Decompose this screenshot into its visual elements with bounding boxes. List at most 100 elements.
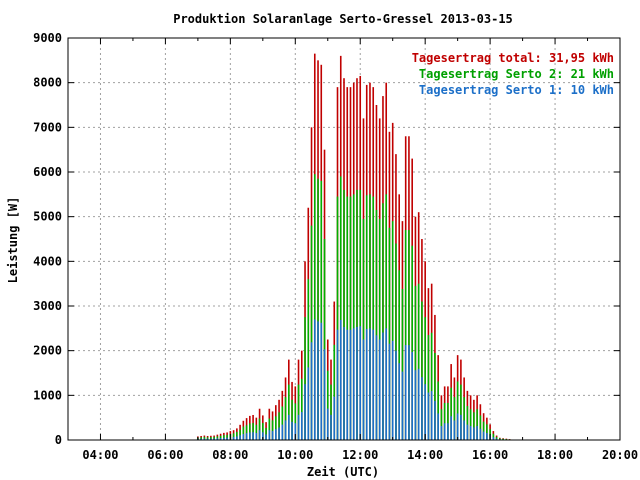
bar-serto-2 — [320, 180, 323, 440]
bar-serto-1 — [450, 416, 452, 440]
bar-serto-2 — [466, 406, 469, 440]
bar-serto-1 — [275, 429, 277, 440]
bar-serto-2 — [404, 230, 407, 440]
bar-serto-2 — [352, 194, 355, 440]
bar-serto-2 — [443, 402, 446, 440]
bar-serto-2 — [203, 436, 206, 440]
bar-serto-1 — [258, 430, 261, 440]
x-tick-label: 12:00 — [342, 448, 378, 462]
bars-serto2 — [197, 174, 517, 440]
bar-serto-2 — [294, 403, 297, 440]
bar-serto-2 — [245, 425, 248, 440]
bar-serto-1 — [401, 371, 404, 440]
bar-serto-1 — [216, 438, 219, 440]
bar-serto-1 — [443, 423, 446, 440]
bar-serto-1 — [294, 423, 297, 440]
y-tick-label: 7000 — [33, 120, 62, 134]
bar-serto-2 — [278, 412, 280, 440]
bar-serto-2 — [502, 438, 504, 440]
bar-serto-1 — [411, 352, 413, 440]
bar-serto-2 — [333, 344, 336, 440]
bar-serto-2 — [226, 434, 228, 440]
bar-serto-1 — [398, 363, 400, 440]
bar-serto-1 — [281, 424, 284, 440]
bar-serto-1 — [203, 438, 206, 440]
bar-serto-2 — [271, 420, 274, 440]
bar-serto-2 — [398, 270, 400, 440]
bar-serto-1 — [427, 392, 430, 440]
bar-serto-2 — [255, 424, 258, 440]
bar-serto-1 — [456, 413, 459, 440]
bar-serto-2 — [310, 225, 313, 440]
bar-serto-2 — [258, 418, 261, 440]
bar-serto-1 — [219, 438, 222, 440]
bar-serto-2 — [252, 423, 254, 440]
bar-serto-2 — [417, 283, 420, 440]
bar-serto-1 — [343, 326, 345, 440]
bar-serto-2 — [219, 435, 222, 440]
bar-serto-1 — [232, 436, 235, 440]
y-tick-labels: 0 1000 2000 3000 4000 5000 6000 7000 8000 9000 — [33, 31, 62, 447]
bar-serto-2 — [460, 384, 462, 440]
bar-serto-1 — [313, 319, 316, 440]
bar-serto-2 — [262, 423, 264, 440]
x-tick-label: 10:00 — [277, 448, 313, 462]
bar-serto-1 — [382, 332, 384, 440]
bar-serto-2 — [359, 189, 362, 440]
x-tick-label: 06:00 — [147, 448, 183, 462]
bar-serto-2 — [275, 416, 277, 440]
bar-serto-1 — [339, 319, 342, 440]
chart-title: Produktion Solaranlage Serto-Gressel 201… — [173, 12, 513, 26]
bar-serto-2 — [456, 381, 459, 440]
bar-serto-1 — [310, 342, 313, 440]
bar-serto-1 — [469, 426, 472, 440]
bar-serto-1 — [352, 328, 355, 440]
bar-serto-1 — [271, 431, 274, 440]
bar-serto-1 — [304, 384, 306, 440]
bar-serto-1 — [320, 322, 323, 440]
bar-serto-1 — [245, 433, 248, 440]
bar-serto-1 — [317, 321, 319, 440]
bar-serto-2 — [326, 370, 329, 440]
bar-serto-1 — [369, 328, 371, 440]
y-tick-label: 3000 — [33, 299, 62, 313]
bar-serto-2 — [291, 399, 293, 440]
bar-serto-2 — [469, 409, 472, 440]
bar-serto-2 — [242, 426, 245, 440]
bar-serto-1 — [495, 438, 498, 440]
bar-serto-1 — [206, 438, 209, 440]
bar-serto-1 — [437, 413, 439, 440]
bar-serto-2 — [447, 402, 449, 440]
x-tick-label: 08:00 — [212, 448, 248, 462]
bar-serto-1 — [476, 426, 478, 440]
bar-serto-2 — [499, 438, 501, 440]
bar-serto-1 — [417, 368, 420, 440]
bar-serto-2 — [300, 378, 303, 440]
bar-serto-1 — [223, 437, 225, 440]
bar-serto-2 — [288, 384, 290, 440]
bar-serto-2 — [378, 218, 381, 440]
bar-serto-1 — [255, 433, 258, 440]
axis-ticks — [67, 37, 621, 441]
bar-serto-1 — [359, 326, 362, 440]
bar-serto-2 — [249, 423, 251, 440]
bar-serto-1 — [242, 434, 245, 440]
bar-serto-1 — [365, 329, 368, 440]
bar-serto-1 — [330, 414, 332, 440]
bar-serto-1 — [434, 400, 436, 440]
bar-serto-1 — [375, 335, 378, 440]
bar-serto-1 — [424, 384, 426, 440]
bar-serto-2 — [339, 176, 342, 440]
bar-serto-1 — [288, 414, 290, 440]
bar-serto-2 — [313, 174, 316, 440]
bar-serto-1 — [466, 424, 469, 440]
bar-serto-1 — [265, 434, 267, 440]
bar-serto-2 — [284, 397, 287, 440]
legend-entry: Tagesertrag Serto 1: 10 kWh — [419, 83, 614, 97]
bar-serto-1 — [297, 414, 300, 440]
bar-serto-1 — [492, 437, 495, 440]
bar-serto-1 — [236, 436, 238, 440]
bar-serto-2 — [375, 209, 378, 440]
bar-serto-1 — [385, 328, 388, 440]
